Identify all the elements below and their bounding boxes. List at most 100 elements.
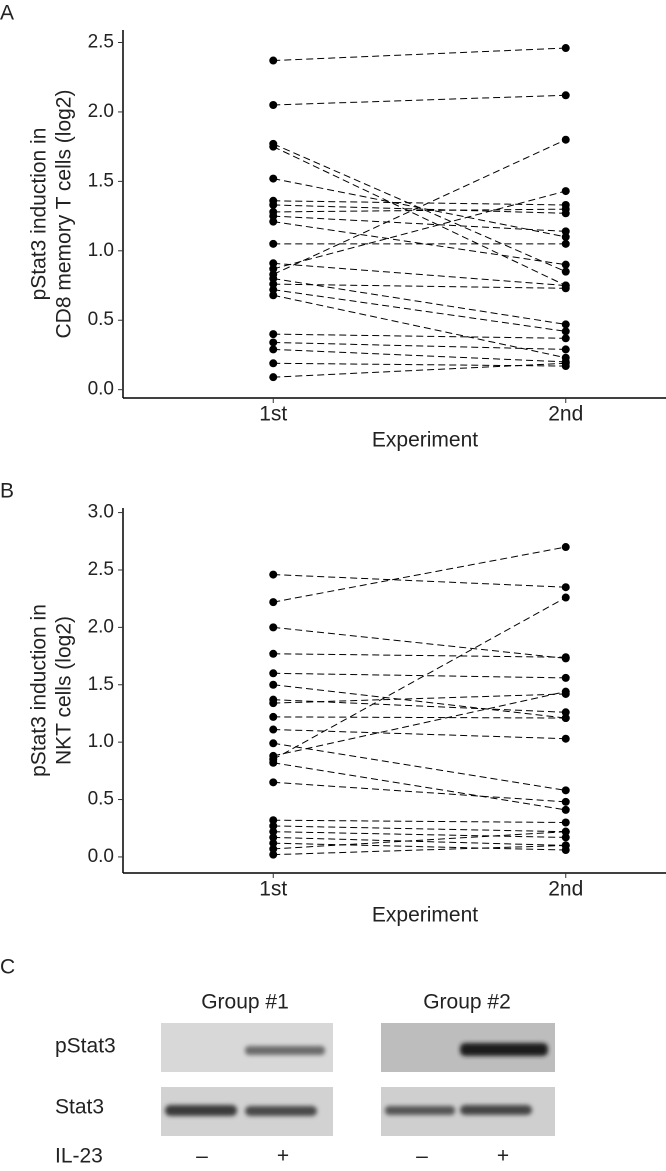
y-tick-label: 2.5	[88, 559, 114, 580]
data-point	[561, 797, 570, 806]
data-point	[561, 687, 570, 696]
paired-line	[273, 178, 566, 238]
y-tick-label: 1.5	[88, 170, 114, 191]
data-point	[561, 734, 570, 743]
paired-line	[273, 294, 566, 359]
row-label: pStat3	[55, 1035, 116, 1058]
condition-label: +	[497, 1145, 509, 1168]
paired-line	[273, 653, 566, 658]
x-tick-label: 1st	[259, 403, 287, 426]
paired-line	[273, 742, 566, 791]
data-point	[561, 232, 570, 241]
row-label: Stat3	[55, 1096, 104, 1119]
condition-label: –	[196, 1145, 208, 1168]
paired-line	[273, 825, 566, 833]
x-tick-label: 1st	[259, 878, 287, 901]
western-blot: C Group #1 Group #2 pStat3 Stat3 IL-23 –…	[0, 956, 555, 1168]
chart: B 0.0 0.5 1.0 1.5 2.0 2.5 3.0 1st 2nd Experiment pS…	[0, 480, 666, 927]
data-point	[269, 142, 278, 151]
paired-line	[273, 221, 566, 266]
data-point	[269, 338, 278, 347]
paired-line	[273, 693, 566, 704]
data-point	[269, 239, 278, 248]
paired-line	[273, 836, 566, 846]
data-point	[269, 200, 278, 209]
data-point	[269, 669, 278, 678]
data-point	[561, 714, 570, 723]
data-point	[561, 239, 570, 248]
data-point	[269, 833, 278, 842]
paired-line	[273, 283, 566, 289]
data-point	[561, 205, 570, 214]
data-point	[269, 264, 278, 273]
data-point	[561, 543, 570, 552]
data-point	[269, 174, 278, 183]
data-point	[269, 345, 278, 354]
paired-line	[273, 289, 566, 332]
paired-line	[273, 672, 566, 679]
data-point	[269, 739, 278, 748]
data-point	[561, 827, 570, 836]
data-point	[269, 712, 278, 721]
paired-line	[273, 729, 566, 740]
data-point	[561, 227, 570, 236]
data-point	[561, 260, 570, 269]
data-point	[561, 653, 570, 662]
data-point	[561, 327, 570, 336]
blot-band	[385, 1106, 455, 1115]
data-point	[561, 805, 570, 814]
y-axis-title: pStat3 induction in	[28, 604, 51, 777]
blot-band	[165, 1105, 237, 1116]
paired-line	[273, 574, 566, 588]
data-point	[269, 850, 278, 859]
blot-band	[460, 1105, 532, 1115]
y-tick-label: 0.5	[88, 789, 114, 810]
paired-line	[273, 844, 566, 856]
chart: A 0.0 0.5 1.0 1.5 2.0 2.5 1st 2nd Experiment pStat…	[0, 2, 666, 452]
paired-line	[273, 842, 566, 851]
x-axis-title: Experiment	[372, 904, 478, 927]
data-point	[269, 844, 278, 853]
paired-line	[273, 691, 566, 757]
condition-label: –	[416, 1145, 428, 1168]
data-point	[561, 320, 570, 329]
condition-label: +	[277, 1145, 289, 1168]
data-point	[561, 187, 570, 196]
data-point	[561, 267, 570, 276]
y-axis-title: CD8 memory T cells (log2)	[53, 90, 76, 339]
data-point	[561, 345, 570, 354]
y-tick-label: 0.5	[88, 309, 114, 330]
paired-line	[273, 362, 566, 378]
data-point	[269, 623, 278, 632]
data-point	[561, 284, 570, 293]
group-label: Group #1	[201, 991, 289, 1014]
y-tick-label: 2.5	[88, 32, 114, 53]
paired-line	[273, 597, 566, 760]
paired-line	[273, 262, 566, 287]
data-point	[269, 100, 278, 109]
group-label: Group #2	[423, 991, 511, 1014]
y-tick-label: 1.5	[88, 674, 114, 695]
data-point	[269, 816, 278, 825]
paired-line	[273, 546, 566, 603]
paired-line	[273, 333, 566, 339]
y-tick-label: 1.0	[88, 731, 114, 752]
data-point	[561, 583, 570, 592]
panel-label: A	[0, 2, 14, 25]
y-axis-title: NKT cells (log2)	[53, 616, 76, 765]
data-point	[561, 841, 570, 850]
data-point	[269, 598, 278, 607]
data-point	[561, 44, 570, 53]
data-point	[269, 259, 278, 268]
paired-line	[273, 684, 566, 719]
paired-line	[273, 626, 566, 659]
treatment-label: IL-23	[55, 1145, 103, 1168]
data-point	[561, 359, 570, 368]
data-point	[269, 274, 278, 283]
x-tick-label: 2nd	[548, 403, 583, 426]
blot-band	[460, 1043, 548, 1056]
data-point	[269, 330, 278, 339]
data-point	[269, 839, 278, 848]
panel-label: C	[0, 956, 15, 979]
